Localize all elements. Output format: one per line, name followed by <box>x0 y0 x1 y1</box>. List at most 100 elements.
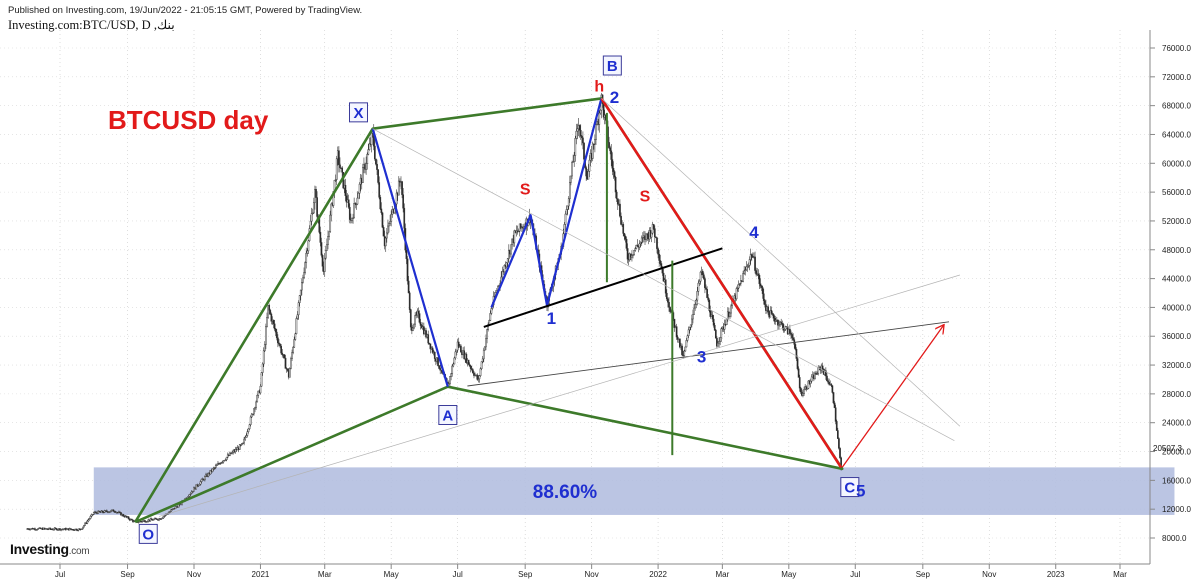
wave-labels: O X A Bh2 S S 1 3 4 C 5 <box>138 55 865 544</box>
candle-up <box>293 339 296 348</box>
candle-down <box>711 314 714 320</box>
candle-up <box>414 315 416 325</box>
candle-down <box>620 215 622 225</box>
candle-up <box>306 250 309 254</box>
candle-up <box>809 380 812 384</box>
candle-down <box>378 182 381 198</box>
time-axis[interactable]: Jul Sep Nov 2021 Mar May Jul Sep Nov 2022 Mar May Ju… <box>0 563 1150 579</box>
candle-down <box>828 381 830 385</box>
candle-down <box>402 194 405 209</box>
chart-title: BTCUSD day <box>108 105 269 135</box>
candle-up <box>195 484 198 490</box>
candle-up <box>632 254 634 256</box>
candle-down <box>610 150 613 160</box>
candle-up <box>480 361 483 369</box>
candle-down <box>758 275 761 285</box>
candle-down <box>316 197 318 217</box>
wave-label-1: 1 <box>547 309 556 328</box>
candle-down <box>750 254 753 257</box>
time-tick-label: Nov <box>585 570 599 579</box>
candle-down <box>716 337 718 347</box>
candle-up <box>742 273 744 283</box>
fib-zone: 88.60% <box>93 467 1175 515</box>
candle-up <box>489 313 492 321</box>
candle-up <box>571 162 573 177</box>
candle-down <box>622 223 625 234</box>
price-tick-label: 8000.0 <box>1162 534 1187 543</box>
candle-up <box>109 511 111 513</box>
candle-down <box>70 528 72 530</box>
candle-down <box>838 438 840 449</box>
candle-up <box>645 233 647 240</box>
candle-down <box>705 287 707 290</box>
candle-down <box>831 385 834 393</box>
candle-down <box>761 287 764 295</box>
label-box <box>138 523 158 544</box>
candle-down <box>377 169 379 183</box>
candle-up <box>384 237 387 247</box>
candle-down <box>275 331 278 339</box>
candle-up <box>52 529 55 531</box>
candle-up <box>97 510 99 514</box>
candle-up <box>220 462 223 464</box>
candle-down <box>665 292 668 300</box>
candle-up <box>729 312 731 317</box>
candle-down <box>427 334 430 344</box>
candle-up <box>221 461 224 464</box>
candle-down <box>407 280 410 294</box>
candle-up <box>255 401 257 408</box>
blue-line <box>490 98 603 308</box>
candle-down <box>825 370 827 377</box>
price-tick-label: 60000.0 <box>1162 159 1191 168</box>
last-price-label: 20507.3 <box>1153 444 1182 453</box>
candle-down <box>646 233 649 236</box>
candle-up <box>633 250 635 255</box>
candle-up <box>88 518 91 521</box>
candle-down <box>470 368 473 370</box>
candle-up <box>291 352 293 359</box>
candle-down <box>798 377 801 389</box>
candle-down <box>659 260 662 264</box>
candle-down <box>239 444 242 446</box>
candle-up <box>587 171 590 180</box>
candle-up <box>86 520 89 524</box>
candle-up <box>253 408 255 415</box>
candle-down <box>469 365 472 369</box>
candle-down <box>585 167 588 177</box>
price-tick-label: 44000.0 <box>1162 275 1191 284</box>
wave-label-x: X <box>353 105 363 122</box>
label-box <box>602 55 622 76</box>
candle-up <box>189 493 192 495</box>
candle-up <box>289 368 291 378</box>
candle-up <box>37 528 40 530</box>
candle-down <box>655 236 657 239</box>
candle-down <box>661 268 664 274</box>
candle-up <box>490 308 493 314</box>
candle-up <box>481 358 484 362</box>
candle-down <box>339 164 341 169</box>
candle-up <box>572 161 574 163</box>
candle-down <box>582 137 584 144</box>
candle-up <box>294 333 297 340</box>
price-tick-label: 48000.0 <box>1162 246 1191 255</box>
candle-up <box>485 338 487 348</box>
investing-logo: Investing.com <box>10 541 90 557</box>
candle-up <box>638 243 641 248</box>
candle-down <box>319 231 322 243</box>
price-axis[interactable]: 8000.0 12000.0 16000.0 20000.0 24000.0 28000.… <box>1149 30 1191 564</box>
candle-up <box>598 112 601 125</box>
gray-line <box>601 98 961 427</box>
candle-down <box>347 199 350 208</box>
time-tick-label: Mar <box>715 570 729 579</box>
candle-up <box>174 506 177 510</box>
time-tick-label: 2022 <box>649 570 667 579</box>
candle-down <box>673 318 676 328</box>
candle-up <box>477 378 480 380</box>
candle-up <box>199 481 202 485</box>
candle-down <box>799 387 802 393</box>
candle-up <box>599 109 602 114</box>
candle-down <box>379 197 382 210</box>
candle-up <box>723 324 726 330</box>
candle-up <box>171 508 174 511</box>
